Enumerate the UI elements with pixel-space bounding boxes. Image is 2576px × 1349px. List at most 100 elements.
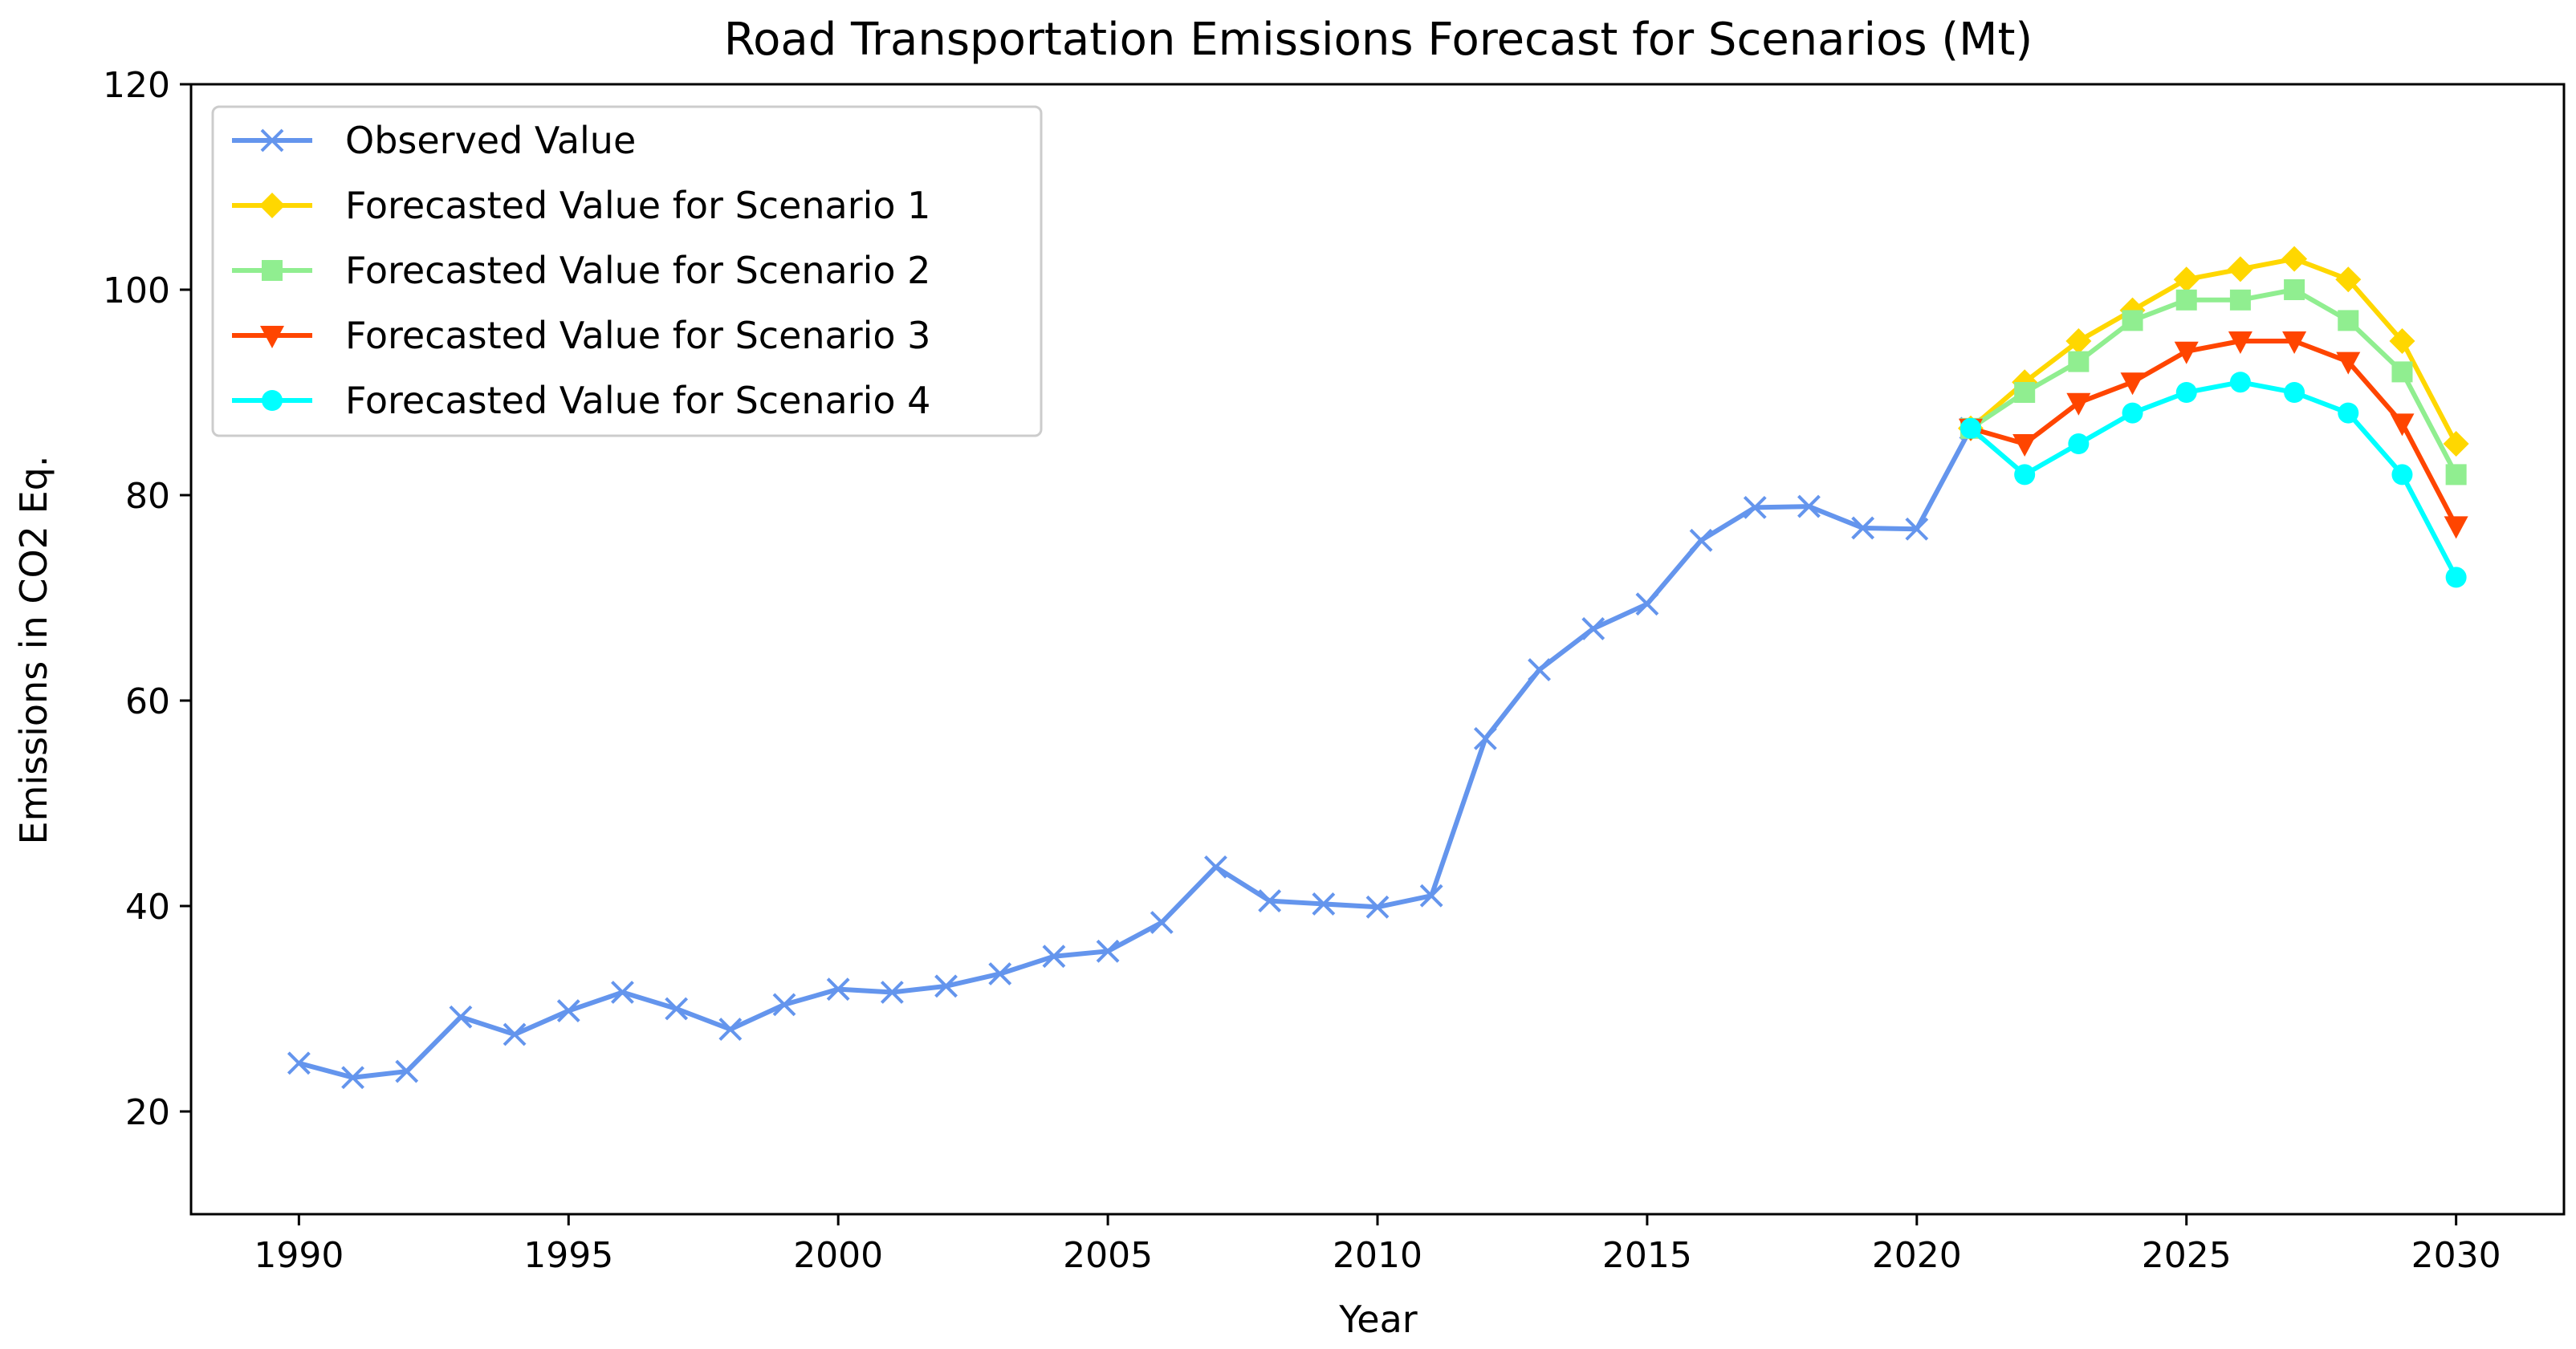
data-point — [611, 981, 634, 1004]
data-point — [1581, 616, 1605, 640]
legend-label: Forecasted Value for Scenario 3 — [345, 314, 930, 357]
data-point — [772, 993, 796, 1017]
data-point — [2229, 289, 2251, 311]
series-line — [298, 427, 1973, 1080]
data-point — [2065, 328, 2092, 354]
data-point — [880, 981, 904, 1004]
legend-item: Forecasted Value for Scenario 2 — [232, 249, 930, 292]
legend-marker — [260, 128, 284, 152]
x-tick-label: 1990 — [254, 1235, 344, 1276]
data-point — [2014, 464, 2036, 486]
data-point — [1204, 855, 1227, 879]
y-tick-label: 100 — [103, 270, 170, 311]
data-point — [2066, 392, 2091, 416]
plot-area: 1990 1995 2000 2005 2010 2015 2020 2025 2030 20 40… — [103, 65, 2566, 1276]
data-point — [2284, 279, 2305, 300]
data-point — [1851, 516, 1875, 540]
legend-label: Forecasted Value for Scenario 2 — [345, 249, 930, 292]
data-point — [1150, 911, 1174, 934]
data-point — [2175, 382, 2197, 403]
data-point — [395, 1059, 419, 1083]
x-tick-label: 2025 — [2142, 1235, 2232, 1276]
data-point — [2068, 433, 2090, 454]
legend-label: Forecasted Value for Scenario 4 — [345, 379, 930, 422]
data-point — [2227, 256, 2253, 282]
data-point — [2174, 341, 2199, 364]
data-point — [287, 1051, 311, 1075]
x-tick-label: 2005 — [1063, 1235, 1153, 1276]
legend-marker — [262, 260, 283, 281]
data-point — [2335, 266, 2362, 293]
data-point — [2173, 266, 2200, 293]
series-line — [1969, 287, 2459, 476]
data-point — [1258, 889, 1282, 913]
data-point — [2284, 382, 2305, 403]
legend-marker — [262, 390, 283, 411]
data-point — [2229, 372, 2251, 393]
data-point — [1635, 592, 1659, 616]
data-point — [2445, 464, 2467, 486]
data-point — [2012, 434, 2037, 457]
x-axis-label: Year — [1338, 1298, 1417, 1341]
data-point — [449, 1005, 473, 1029]
y-tick-label: 60 — [125, 681, 170, 722]
legend-box — [211, 105, 1043, 437]
data-point — [1960, 417, 1981, 439]
y-tick-label: 80 — [125, 476, 170, 517]
legend: Observed Value Forecasted Value for Scena… — [211, 105, 1043, 437]
legend-marker — [260, 326, 284, 348]
legend-item: Forecasted Value for Scenario 3 — [232, 314, 930, 357]
data-point — [2122, 402, 2143, 424]
series-line — [1969, 256, 2459, 445]
data-point — [2228, 331, 2252, 354]
chart-title: Road Transportation Emissions Forecast f… — [724, 14, 2033, 66]
series-5 — [1960, 372, 2467, 588]
data-point — [2338, 402, 2359, 424]
data-point — [2389, 328, 2415, 354]
x-tick-label: 2020 — [1872, 1235, 1962, 1276]
data-point — [2445, 567, 2467, 588]
series-1 — [287, 416, 1983, 1090]
legend-item: Forecasted Value for Scenario 4 — [232, 379, 930, 422]
data-point — [934, 974, 958, 998]
data-point — [503, 1022, 527, 1046]
data-point — [2444, 516, 2468, 539]
data-point — [2391, 361, 2413, 383]
data-point — [2122, 310, 2143, 331]
legend-label: Forecasted Value for Scenario 1 — [345, 184, 930, 227]
data-point — [2336, 351, 2361, 375]
y-axis-ticks: 20 40 60 80 100 120 — [103, 65, 191, 1133]
data-point — [2390, 413, 2415, 437]
data-point — [1365, 895, 1390, 919]
data-point — [718, 1018, 743, 1042]
y-tick-label: 40 — [125, 887, 170, 928]
data-point — [988, 962, 1012, 985]
x-tick-label: 2010 — [1333, 1235, 1422, 1276]
data-point — [1473, 726, 1497, 750]
legend-label: Observed Value — [345, 119, 636, 162]
legend-item: Observed Value — [232, 119, 636, 162]
series-line — [1969, 380, 2459, 579]
data-point — [1096, 939, 1120, 963]
y-tick-label: 120 — [103, 65, 170, 106]
data-point — [2282, 331, 2307, 354]
series-line — [1970, 339, 2459, 527]
data-point — [2443, 431, 2469, 457]
x-tick-label: 2000 — [793, 1235, 883, 1276]
data-point — [826, 977, 850, 1002]
data-point — [2068, 351, 2090, 372]
x-tick-label: 2030 — [2411, 1235, 2501, 1276]
x-axis-ticks: 1990 1995 2000 2005 2010 2015 2020 2025 2030 — [254, 1214, 2501, 1276]
data-point — [2014, 382, 2036, 403]
data-point — [1419, 884, 1443, 908]
data-point — [2120, 372, 2145, 396]
legend-marker — [259, 193, 285, 218]
data-point — [1042, 945, 1066, 969]
data-point — [556, 999, 580, 1022]
data-point — [1743, 495, 1767, 519]
legend-item: Forecasted Value for Scenario 1 — [232, 184, 930, 227]
data-point — [1905, 517, 1929, 541]
x-tick-label: 2015 — [1602, 1235, 1692, 1276]
data-point — [341, 1066, 364, 1090]
